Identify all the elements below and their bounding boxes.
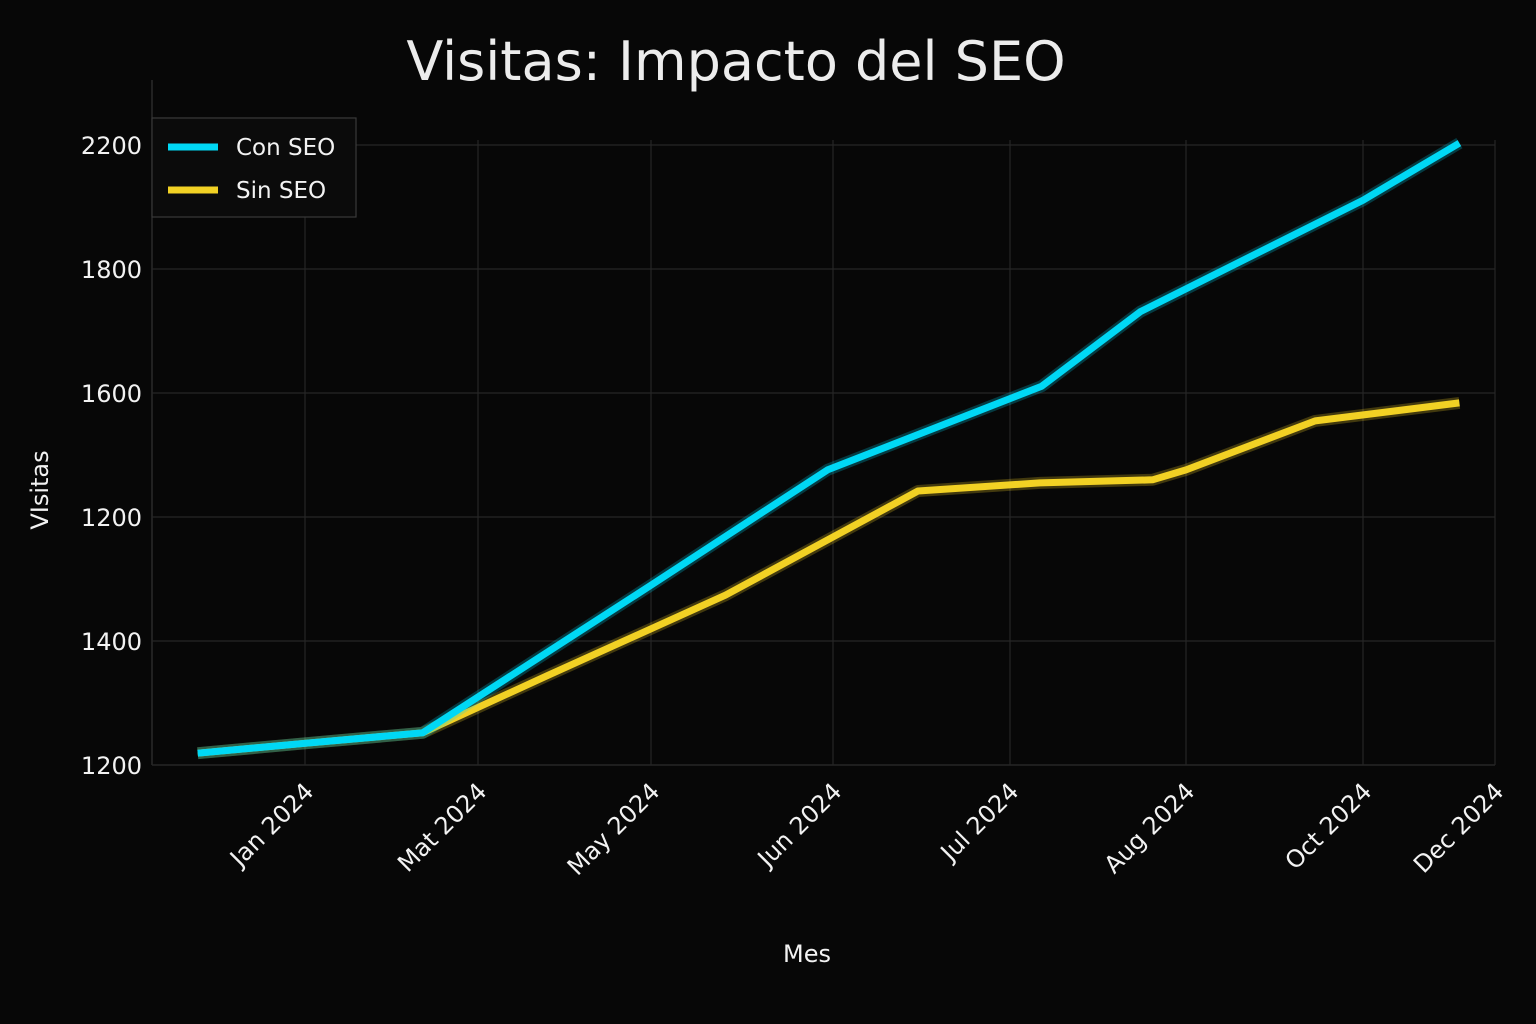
y-tick-label: 1400	[81, 628, 142, 656]
y-tick-label: 1200	[81, 504, 142, 532]
series-line-sin-seo-glow	[197, 396, 1461, 760]
x-tick-label: Dec 2024	[1408, 777, 1509, 878]
series-line-con-seo	[197, 140, 1462, 757]
series-line-sin-seo	[197, 399, 1460, 757]
x-tick-label: Jul 2024	[934, 777, 1024, 867]
x-tick-label: Jan 2024	[223, 777, 319, 873]
y-tick-label: 2200	[81, 132, 142, 160]
series-line-con-seo-glow	[197, 137, 1463, 760]
legend-label-con-seo: Con SEO	[236, 135, 335, 161]
legend-label-sin-seo: Sin SEO	[236, 178, 326, 204]
x-tick-label: Aug 2024	[1099, 777, 1201, 879]
x-axis-label: Mes	[783, 940, 831, 968]
y-tick-label: 1600	[81, 380, 142, 408]
y-axis-label: VIsitas	[26, 450, 54, 529]
legend: Con SEO Sin SEO	[151, 117, 357, 218]
x-tick-label: May 2024	[562, 777, 665, 880]
y-axis: 1200 1400 1200 1600 1800 2200	[81, 132, 142, 780]
x-axis: Jan 2024 Mat 2024 May 2024 Jun 2024 Jul 2024…	[223, 777, 1509, 880]
y-tick-label: 1800	[81, 256, 142, 284]
legend-box	[151, 117, 357, 218]
grid	[151, 80, 1496, 766]
x-tick-label: Mat 2024	[392, 777, 492, 877]
x-tick-label: Oct 2024	[1280, 777, 1378, 875]
x-tick-label: Jun 2024	[751, 777, 847, 873]
series-lines	[197, 137, 1463, 760]
y-tick-label: 1200	[81, 752, 142, 780]
chart-title: Visitas: Impacto del SEO	[406, 30, 1065, 93]
